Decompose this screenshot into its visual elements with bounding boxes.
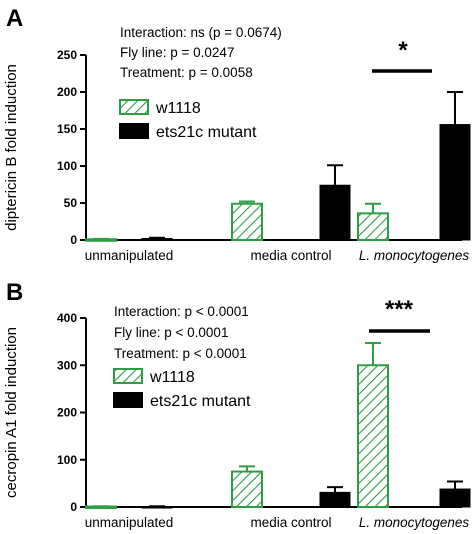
panel-b-y-tick-label: 400 [57,311,77,325]
panel-b-chart: B 0 100 200 300 400 cecropin A1 fold induction… [3,279,471,530]
panel-a-legend-label: ets21c mutant [156,124,257,141]
panel-a-stats-line: Interaction: ns (p = 0.0674) [120,25,282,40]
panel-b-bar [439,488,471,508]
panel-b-letter: B [6,279,23,306]
panel-b-bar [141,506,173,509]
panel-b-y-axis-label: cecropin A1 fold induction [3,327,20,498]
panel-a-bar [357,212,389,241]
panel-a-legend-label: w1118 [155,100,201,117]
panel-b-significance-label: *** [385,296,414,323]
panel-b-bar [231,470,263,508]
panel-b-x-tick-label: media control [250,515,331,530]
panel-a-stats-line: Treatment: p = 0.0058 [120,65,253,80]
panel-a-x-tick-label: L. monocytogenes [359,248,470,263]
panel-b-legend-swatch [113,392,143,408]
panel-b-legend-label: ets21c mutant [150,393,251,410]
panel-a-bar [319,184,351,241]
panel-b-legend-swatch [113,368,143,384]
panel-a-legend-swatch [119,99,149,115]
panel-b-bar [357,364,389,508]
panel-a-bar [141,238,173,241]
panel-a-stats-line: Fly line: p = 0.0247 [120,45,234,60]
panel-a-legend-swatch [119,123,149,139]
panel-b-bar [85,505,117,510]
panel-a-y-tick-label: 250 [57,48,77,62]
panel-b-stats-line: Treatment: p < 0.0001 [114,346,247,361]
panel-a-y-axis-label: diptericin B fold induction [3,64,20,231]
panel-b-x-tick-label: L. monocytogenes [359,515,470,530]
panel-b-legend-label: w1118 [149,369,195,386]
panel-b-y-tick-label: 0 [70,500,77,514]
panel-a-y-tick-label: 100 [57,159,77,173]
panel-b-stats-line: Fly line: p < 0.0001 [114,325,228,340]
panel-a-y-tick-label: 0 [70,233,77,247]
panel-a-y-tick-label: 200 [57,85,77,99]
panel-a-bar [85,238,117,242]
panel-b-y-tick-label: 200 [57,406,77,420]
panel-a-significance-label: * [398,37,408,64]
panel-a-x-tick-label: media control [250,248,331,263]
panel-a-bar [439,124,471,241]
panel-a-bar [231,202,263,242]
panel-a-chart: A 0 50 100 150 200 250 diptericin B fold induct… [3,5,471,263]
panel-a-letter: A [6,5,23,32]
panel-b-stats-line: Interaction: p < 0.0001 [114,304,249,319]
panel-a-y-tick-label: 150 [57,122,77,136]
panel-b-x-tick-label: unmanipulated [85,515,174,530]
panel-b-y-tick-label: 300 [57,358,77,372]
panel-a-y-tick-label: 50 [64,196,78,210]
panel-b-bar [319,491,351,508]
panel-a-x-tick-label: unmanipulated [85,248,174,263]
panel-b-y-tick-label: 100 [57,453,77,467]
